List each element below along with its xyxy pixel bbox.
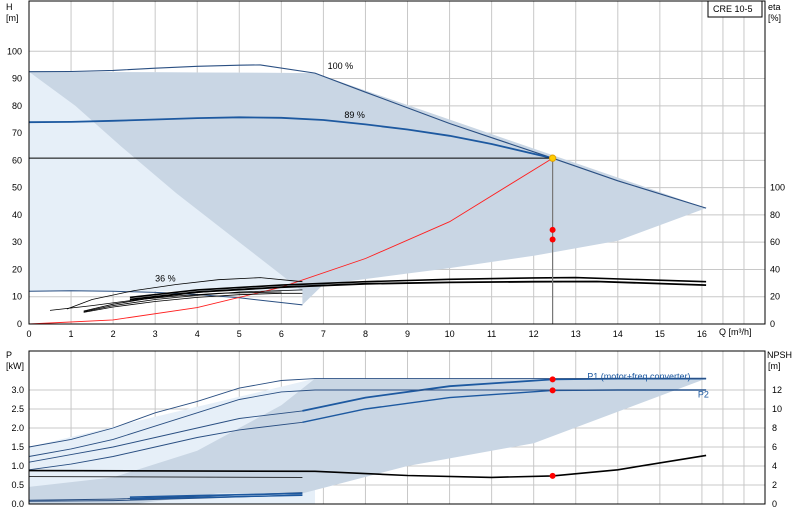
top-y-tick-label: 60 (12, 155, 22, 165)
x-tick-label: 14 (613, 329, 623, 339)
top-y2-tick-label: 20 (770, 292, 780, 302)
bottom-duty-point (549, 387, 556, 394)
top-series-line-8 (83, 289, 303, 313)
x-tick-label: 11 (487, 329, 496, 339)
bottom-series-label: P2 (698, 390, 709, 400)
bottom-panel-frame (28, 350, 766, 505)
bottom-series-line-2 (28, 378, 707, 448)
bottom-left-axis-label-1: P (6, 350, 12, 360)
bottom-series-line-7 (28, 476, 303, 478)
bottom-y2-tick-label: 2 (772, 480, 777, 490)
x-axis-label: Q [m³/h] (719, 327, 752, 337)
bottom-y-tick-label: 0.0 (11, 499, 24, 509)
top-panel-frame (28, 0, 766, 325)
top-right-axis-label-1: eta (768, 2, 781, 12)
top-series-line-6 (66, 277, 303, 310)
top-envelope (29, 71, 707, 305)
bottom-y-tick-label: 1.0 (11, 461, 24, 471)
x-tick-label: 13 (571, 329, 581, 339)
bottom-right-axis-label-1: NPSH (767, 350, 792, 360)
top-left-axis-label-2: [m] (6, 13, 19, 23)
top-series-line-4 (129, 276, 707, 299)
bottom-y2-tick-label: 12 (772, 385, 782, 395)
duty-point (548, 154, 557, 162)
top-panel-marks: 100 % 89 % 36 % (29, 61, 557, 324)
top-series-line-10 (49, 291, 282, 311)
series-annotation: 36 % (155, 274, 176, 284)
top-y-tick-label: 10 (12, 292, 22, 302)
bottom-left-axis-label-2: [kW] (6, 361, 24, 371)
bottom-duty-point (549, 376, 556, 383)
top-series-line-7 (83, 286, 303, 312)
top-panel-series (28, 64, 707, 325)
x-tick-label: 2 (111, 329, 116, 339)
bottom-series-label: P1 (motor+freq.converter) (587, 372, 690, 382)
x-tick-label: 1 (69, 329, 74, 339)
eta-duty-point (549, 236, 556, 243)
x-tick-label: 8 (363, 329, 368, 339)
top-y-tick-label: 50 (12, 183, 22, 193)
bottom-y-tick-label: 3.0 (11, 385, 24, 395)
x-tick-label: 12 (529, 329, 539, 339)
series-annotation: 89 % (344, 110, 365, 120)
top-y2-tick-label: 80 (770, 210, 780, 220)
bottom-y-tick-label: 0.5 (11, 480, 24, 490)
bottom-operating-envelope (29, 378, 707, 504)
model-label-box (707, 0, 763, 18)
bottom-series-line-11 (129, 494, 303, 500)
top-right-axis-label-2: [%] (768, 13, 781, 23)
eta-duty-point (549, 226, 556, 233)
bottom-envelope (29, 378, 707, 504)
bottom-series-line-6 (28, 454, 707, 479)
top-y2-tick-label: 0 (770, 319, 775, 329)
bottom-series-line-4 (28, 410, 303, 463)
x-tick-label: 3 (153, 329, 158, 339)
bottom-panel-series (28, 377, 707, 502)
top-y-tick-label: 100 (7, 46, 22, 56)
x-tick-label: 6 (279, 329, 284, 339)
bottom-y2-tick-label: 4 (772, 461, 777, 471)
top-series-line-9 (83, 292, 303, 313)
bottom-y2-tick-label: 10 (772, 404, 782, 414)
top-y-tick-label: 70 (12, 128, 22, 138)
bottom-y-tick-label: 2.0 (11, 423, 24, 433)
top-operating-envelope (29, 71, 707, 305)
top-y-tick-label: 20 (12, 264, 22, 274)
x-tick-label: 16 (697, 329, 707, 339)
top-y-tick-label: 30 (12, 237, 22, 247)
x-tick-label: 5 (237, 329, 242, 339)
x-tick-label: 10 (445, 329, 455, 339)
bottom-panel-marks: P1 (motor+freq.converter) P2 (549, 372, 709, 479)
bottom-y-tick-label: 2.5 (11, 404, 24, 414)
bottom-series-line-10 (129, 492, 303, 498)
top-y2-tick-label: 40 (770, 264, 780, 274)
top-y-tick-label: 90 (12, 74, 22, 84)
x-tick-label: 9 (405, 329, 410, 339)
top-left-axis-label-1: H (6, 2, 13, 12)
x-tick-label: 0 (26, 329, 31, 339)
bottom-y-tick-label: 1.5 (11, 442, 24, 452)
x-tick-label: 15 (655, 329, 665, 339)
model-label: CRE 10-5 (713, 4, 753, 14)
top-y-tick-label: 0 (17, 319, 22, 329)
bottom-series-line-5 (28, 421, 303, 471)
top-series-line-1 (28, 116, 553, 160)
bottom-right-axis-label-2: [m] (768, 361, 781, 371)
top-y2-tick-label: 100 (770, 183, 785, 193)
x-tick-label: 4 (195, 329, 200, 339)
bottom-y2-tick-label: 6 (772, 442, 777, 452)
top-y2-tick-label: 60 (770, 237, 780, 247)
bottom-series-line-3 (28, 389, 707, 457)
bottom-y2-tick-label: 0 (772, 499, 777, 509)
bottom-y2-tick-label: 8 (772, 423, 777, 433)
top-y-tick-label: 40 (12, 210, 22, 220)
series-annotation: 100 % (328, 61, 354, 71)
bottom-duty-point (549, 472, 556, 479)
x-tick-label: 7 (321, 329, 326, 339)
top-y-tick-label: 80 (12, 101, 22, 111)
